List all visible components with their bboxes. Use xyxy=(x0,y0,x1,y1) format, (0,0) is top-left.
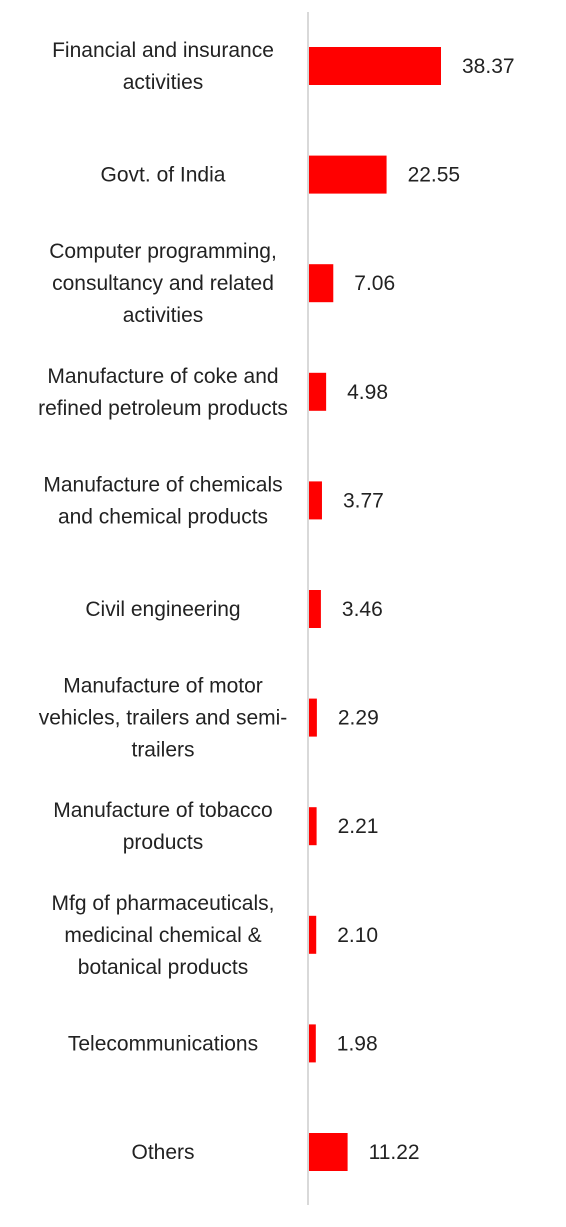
data-label: 3.77 xyxy=(343,489,384,512)
bar xyxy=(309,264,334,303)
category-label: Computer programming, xyxy=(49,240,277,263)
category-label: refined petroleum products xyxy=(38,397,288,420)
data-label: 38.37 xyxy=(462,55,515,78)
category-label: trailers xyxy=(131,739,194,762)
bar xyxy=(309,47,441,85)
category-label: vehicles, trailers and semi- xyxy=(39,707,288,730)
category-label: Financial and insurance xyxy=(52,39,274,62)
category-label: botanical products xyxy=(78,956,248,979)
category-label: Telecommunications xyxy=(68,1032,258,1055)
category-label: Govt. of India xyxy=(101,164,226,187)
category-label: products xyxy=(123,831,204,854)
data-label: 1.98 xyxy=(337,1032,378,1055)
bar xyxy=(309,372,327,411)
bar xyxy=(309,481,322,520)
category-label: activities xyxy=(123,304,204,327)
category-label: activities xyxy=(123,71,204,94)
bar xyxy=(309,1133,348,1171)
data-label: 2.10 xyxy=(337,924,378,947)
bar xyxy=(309,807,317,846)
category-label: Manufacture of motor xyxy=(63,675,263,698)
category-label: Others xyxy=(131,1141,194,1164)
data-label: 11.22 xyxy=(369,1141,420,1164)
bar xyxy=(309,155,387,194)
data-label: 4.98 xyxy=(347,381,388,404)
category-label: consultancy and related xyxy=(52,272,274,295)
data-label: 2.21 xyxy=(338,815,379,838)
category-label: Manufacture of chemicals xyxy=(43,473,282,496)
category-label: Manufacture of tobacco xyxy=(53,799,272,822)
category-label: medicinal chemical & xyxy=(64,924,261,947)
category-label: and chemical products xyxy=(58,505,268,528)
data-label: 22.55 xyxy=(408,164,461,187)
category-label: Mfg of pharmaceuticals, xyxy=(52,892,275,915)
category-label: Manufacture of coke and xyxy=(47,365,278,388)
data-label: 3.46 xyxy=(342,598,383,621)
bar xyxy=(309,1024,316,1063)
bar xyxy=(309,915,317,954)
bar xyxy=(309,590,321,628)
bar xyxy=(309,698,317,737)
data-label: 2.29 xyxy=(338,707,379,730)
data-label: 7.06 xyxy=(354,272,395,295)
category-label: Civil engineering xyxy=(85,598,240,621)
